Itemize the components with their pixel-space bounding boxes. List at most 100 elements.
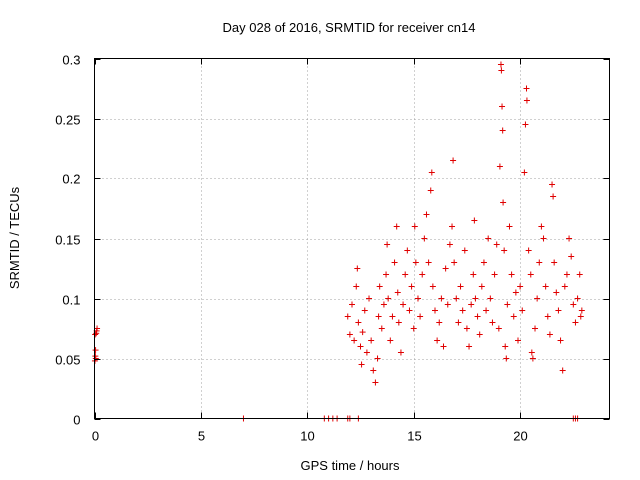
data-point: [476, 331, 483, 338]
data-point: [514, 337, 521, 344]
data-point: [400, 301, 407, 308]
data-point: [497, 61, 504, 68]
y-tick-label: 0: [73, 413, 80, 428]
data-point: [423, 211, 430, 218]
y-tick-label: 0.2: [62, 172, 80, 187]
x-tick-label: 5: [198, 429, 205, 444]
data-point: [510, 313, 517, 320]
data-point: [363, 349, 370, 356]
data-point: [549, 181, 556, 188]
data-point: [431, 307, 438, 314]
data-point: [444, 301, 451, 308]
data-point: [480, 259, 487, 266]
data-point: [563, 271, 570, 278]
data-point: [455, 319, 462, 326]
data-point: [493, 241, 500, 248]
data-point: [451, 259, 458, 266]
y-tick-label: 0.3: [62, 53, 80, 68]
x-tick-label: 15: [407, 429, 421, 444]
data-point: [374, 355, 381, 362]
data-point: [508, 271, 515, 278]
x-tick-label: 20: [513, 429, 527, 444]
data-point: [512, 289, 519, 296]
data-point: [92, 331, 99, 338]
data-point: [506, 223, 513, 230]
data-point: [500, 199, 507, 206]
data-point: [485, 235, 492, 242]
data-point: [491, 271, 498, 278]
data-point: [442, 265, 449, 272]
data-point: [406, 307, 413, 314]
y-axis-title: SRMTID / TECUs: [7, 186, 22, 289]
x-axis-title: GPS time / hours: [301, 458, 400, 473]
data-point: [453, 295, 460, 302]
data-point: [412, 259, 419, 266]
data-point: [361, 307, 368, 314]
data-point: [434, 337, 441, 344]
data-point: [393, 223, 400, 230]
data-point: [521, 169, 528, 176]
data-point: [375, 313, 382, 320]
data-point: [555, 307, 562, 314]
data-point: [519, 307, 526, 314]
data-point: [501, 247, 508, 254]
data-point: [529, 355, 536, 362]
data-point: [428, 169, 435, 176]
data-point: [383, 271, 390, 278]
data-point: [471, 217, 478, 224]
grid: [94, 58, 610, 419]
data-point: [384, 241, 391, 248]
data-point: [419, 271, 426, 278]
data-point: [395, 319, 402, 326]
data-point: [557, 337, 564, 344]
data-point: [553, 289, 560, 296]
data-point: [351, 337, 358, 344]
data-point: [538, 223, 545, 230]
data-point: [544, 313, 551, 320]
y-tick-label: 0.15: [55, 233, 80, 248]
data-point: [94, 325, 101, 332]
data-point: [344, 313, 351, 320]
data-point: [527, 271, 534, 278]
data-point: [425, 259, 432, 266]
data-point: [577, 313, 584, 320]
data-point: [499, 127, 506, 134]
data-point: [523, 85, 530, 92]
data-point: [534, 295, 541, 302]
data-point: [498, 67, 505, 74]
data-point: [372, 379, 379, 386]
data-point: [417, 313, 424, 320]
data-point: [495, 325, 502, 332]
chart-title: Day 028 of 2016, SRMTID for receiver cn1…: [223, 20, 476, 35]
data-point: [478, 283, 485, 290]
data-point: [461, 247, 468, 254]
data-point: [427, 187, 434, 194]
y-tick-label: 0.05: [55, 353, 80, 368]
data-point: [346, 331, 353, 338]
data-point: [474, 313, 481, 320]
data-point: [576, 271, 583, 278]
data-point: [408, 283, 415, 290]
x-tick-label: 0: [92, 429, 99, 444]
data-point: [389, 313, 396, 320]
data-point: [358, 361, 365, 368]
data-point: [502, 343, 509, 350]
data-point: [414, 295, 421, 302]
data-point: [525, 247, 532, 254]
data-point: [468, 301, 475, 308]
data-point: [574, 295, 581, 302]
data-point: [354, 265, 361, 272]
data-point: [542, 283, 549, 290]
data-point: [472, 295, 479, 302]
data-point: [92, 355, 99, 362]
data-point: [366, 295, 373, 302]
data-point: [450, 157, 457, 164]
data-point: [357, 343, 364, 350]
data-point: [466, 343, 473, 350]
data-point: [561, 283, 568, 290]
data-point: [387, 337, 394, 344]
data-point: [440, 343, 447, 350]
x-tick-label: 10: [300, 429, 314, 444]
data-point: [355, 319, 362, 326]
